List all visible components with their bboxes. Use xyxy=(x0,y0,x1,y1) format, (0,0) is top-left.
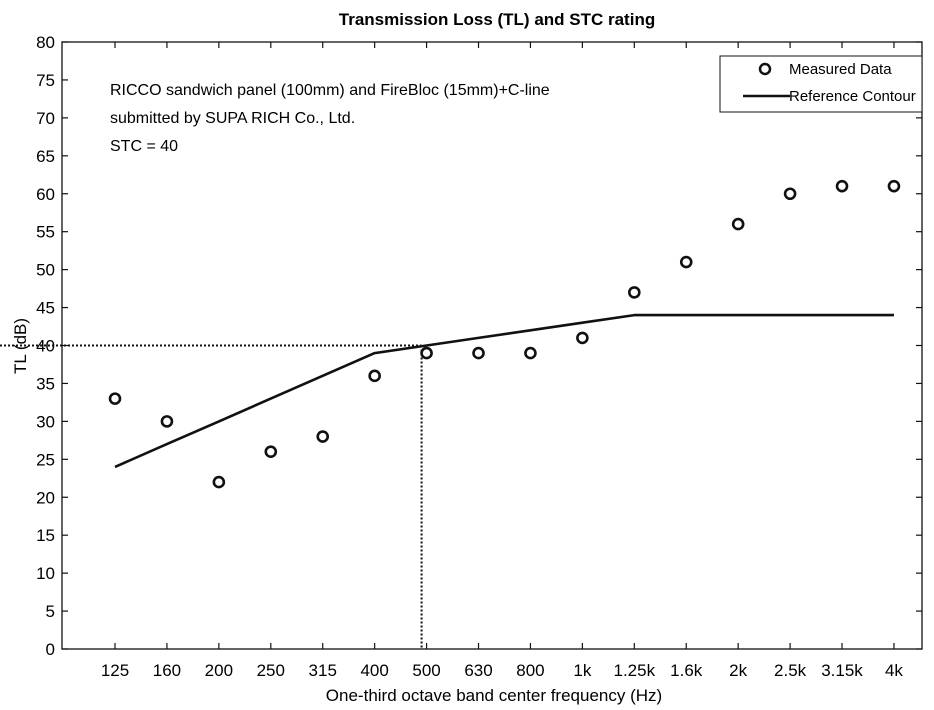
x-tick-label: 4k xyxy=(885,661,903,680)
x-tick-label: 400 xyxy=(360,661,388,680)
x-tick-label: 315 xyxy=(309,661,337,680)
y-tick-label: 25 xyxy=(36,450,55,469)
legend-label-reference: Reference Contour xyxy=(789,88,916,105)
y-tick-label: 15 xyxy=(36,526,55,545)
x-tick-label: 1.6k xyxy=(670,661,703,680)
measured-data-point xyxy=(316,430,330,443)
x-tick-label: 2k xyxy=(729,661,747,680)
x-tick-label: 250 xyxy=(257,661,285,680)
measured-data-point xyxy=(264,445,278,459)
y-tick-label: 65 xyxy=(36,147,55,166)
measured-data-point xyxy=(160,415,174,428)
measured-data-point xyxy=(108,392,122,405)
annotation-stc-rating: STC = 40 xyxy=(110,138,178,155)
reference-contour-line xyxy=(114,313,894,469)
x-tick-label: 1k xyxy=(573,661,591,680)
annotation-submitter: submitted by SUPA RICH Co., Ltd. xyxy=(110,110,355,127)
measured-data-point xyxy=(524,346,537,360)
measured-data-point xyxy=(627,286,641,299)
y-tick-label: 30 xyxy=(36,412,55,431)
x-axis: 125 160 200 250 315 400 500 630 800 1k 1.25k 1.6k 2k… xyxy=(101,42,903,680)
measured-data-point xyxy=(368,369,381,383)
y-tick-label: 20 xyxy=(36,488,55,507)
x-tick-label: 1.25k xyxy=(614,661,656,680)
y-tick-label: 0 xyxy=(46,640,55,659)
y-tick-label: 5 xyxy=(46,602,55,621)
x-tick-label: 500 xyxy=(412,661,440,680)
reference-contour-series xyxy=(114,313,894,469)
y-tick-label: 80 xyxy=(36,33,55,52)
chart-title: Transmission Loss (TL) and STC rating xyxy=(339,10,655,29)
measured-data-point xyxy=(887,179,901,193)
y-tick-label: 50 xyxy=(36,261,55,280)
legend-label-measured: Measured Data xyxy=(789,61,892,78)
measured-data-point xyxy=(420,346,433,360)
y-tick-label: 45 xyxy=(36,299,55,318)
x-tick-label: 200 xyxy=(205,661,233,680)
x-tick-label: 630 xyxy=(464,661,492,680)
measured-data-series xyxy=(108,179,901,489)
legend: Measured Data Reference Contour xyxy=(719,55,923,113)
measured-data-point xyxy=(783,187,797,201)
y-tick-label: 75 xyxy=(36,71,55,90)
x-tick-label: 160 xyxy=(153,661,181,680)
stc-guide-lines xyxy=(0,344,423,649)
measured-data-point xyxy=(576,331,589,345)
y-tick-label: 35 xyxy=(36,374,55,393)
measured-data-point xyxy=(679,255,693,269)
measured-data-point xyxy=(731,217,745,231)
plot-area xyxy=(61,41,923,650)
x-tick-label: 2.5k xyxy=(774,661,807,680)
annotation-panel-description: RICCO sandwich panel (100mm) and FireBlo… xyxy=(110,82,550,99)
y-tick-label: 55 xyxy=(36,223,55,242)
x-tick-label: 125 xyxy=(101,661,129,680)
x-tick-label: 3.15k xyxy=(821,661,863,680)
annotation-block: RICCO sandwich panel (100mm) and FireBlo… xyxy=(110,82,550,155)
x-axis-label: One-third octave band center frequency (… xyxy=(326,686,662,705)
measured-data-point xyxy=(212,475,226,489)
y-axis-label: TL (dB) xyxy=(11,318,30,374)
legend-box xyxy=(719,55,923,113)
y-tick-label: 10 xyxy=(36,564,55,583)
y-tick-label: 70 xyxy=(36,109,55,128)
measured-data-point xyxy=(472,346,485,360)
y-tick-label: 60 xyxy=(36,185,55,204)
x-tick-label: 800 xyxy=(516,661,544,680)
legend-marker-measured xyxy=(758,62,772,76)
measured-data-point xyxy=(835,179,849,193)
